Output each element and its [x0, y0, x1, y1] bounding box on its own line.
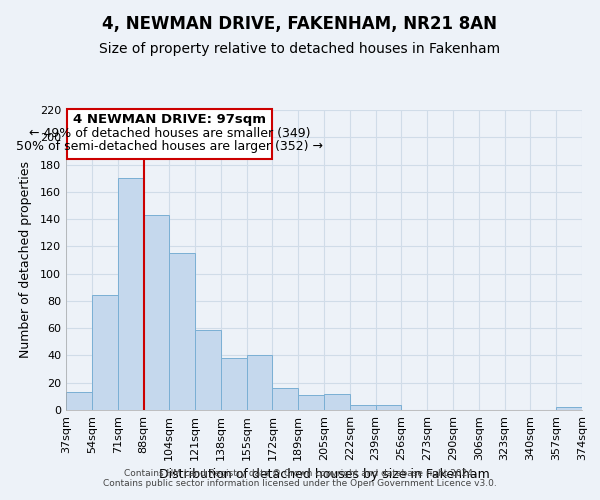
Bar — [298, 395, 324, 410]
Bar — [350, 404, 376, 410]
Text: 4, NEWMAN DRIVE, FAKENHAM, NR21 8AN: 4, NEWMAN DRIVE, FAKENHAM, NR21 8AN — [103, 15, 497, 33]
Bar — [272, 388, 298, 410]
Bar — [143, 215, 169, 410]
Bar — [169, 253, 195, 410]
Bar — [324, 394, 350, 410]
Text: ← 49% of detached houses are smaller (349): ← 49% of detached houses are smaller (34… — [29, 126, 311, 140]
Y-axis label: Number of detached properties: Number of detached properties — [19, 162, 32, 358]
Text: 50% of semi-detached houses are larger (352) →: 50% of semi-detached houses are larger (… — [16, 140, 323, 153]
Bar — [376, 404, 401, 410]
Bar — [247, 356, 272, 410]
Bar — [118, 178, 143, 410]
X-axis label: Distribution of detached houses by size in Fakenham: Distribution of detached houses by size … — [158, 468, 490, 481]
Bar — [66, 392, 92, 410]
Bar — [556, 408, 582, 410]
Text: Contains HM Land Registry data © Crown copyright and database right 2024.: Contains HM Land Registry data © Crown c… — [124, 468, 476, 477]
Bar — [221, 358, 247, 410]
Bar — [92, 296, 118, 410]
Text: Size of property relative to detached houses in Fakenham: Size of property relative to detached ho… — [100, 42, 500, 56]
FancyBboxPatch shape — [67, 108, 272, 159]
Text: 4 NEWMAN DRIVE: 97sqm: 4 NEWMAN DRIVE: 97sqm — [73, 113, 266, 126]
Text: Contains public sector information licensed under the Open Government Licence v3: Contains public sector information licen… — [103, 478, 497, 488]
Bar — [195, 330, 221, 410]
